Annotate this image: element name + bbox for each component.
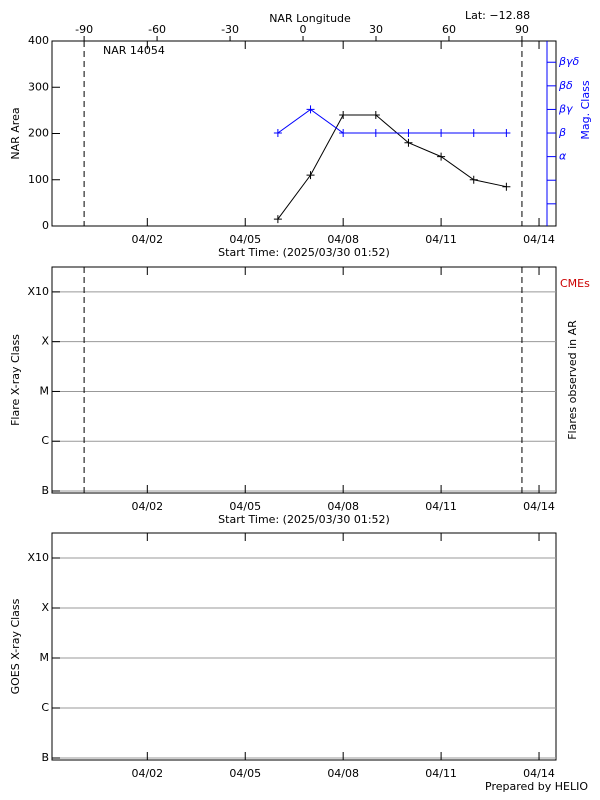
y-tick-label: C [41, 701, 49, 714]
point-marker [469, 129, 478, 138]
x-tick-label: 04/11 [425, 767, 457, 780]
x-axis-label: Start Time: (2025/03/30 01:52) [218, 246, 390, 259]
point-marker [273, 215, 282, 224]
x2-tick-label: 90 [515, 23, 529, 36]
x2-tick-label: -60 [148, 23, 166, 36]
y-tick-label: B [41, 484, 49, 497]
plot-frame [51, 532, 557, 761]
y-axis-label: NAR Area [9, 107, 22, 159]
x-tick-label: 04/11 [425, 233, 457, 246]
annotation: CMEs [560, 277, 590, 290]
point-marker [404, 129, 413, 138]
y-tick-label: M [40, 651, 50, 664]
y-tick-label: 400 [28, 34, 49, 47]
y2-tick-label: α [559, 150, 567, 163]
x-tick-label: 04/02 [131, 233, 163, 246]
x-tick-label: 04/14 [523, 500, 555, 513]
point-marker [371, 129, 380, 138]
x2-tick-label: 30 [369, 23, 383, 36]
latitude-label: Lat: −12.88 [465, 9, 530, 22]
x2-axis-label: NAR Longitude [269, 12, 351, 25]
y-tick-label: X10 [27, 285, 49, 298]
y2-tick-label: βδ [558, 79, 573, 92]
x-tick-label: 04/05 [229, 767, 261, 780]
x-tick-label: 04/02 [131, 500, 163, 513]
y-tick-label: 200 [28, 127, 49, 140]
y-tick-label: 300 [28, 80, 49, 93]
footer: Prepared by HELIO [485, 780, 588, 793]
y2-axis-label: Mag. Class [579, 80, 592, 139]
point-marker [371, 111, 380, 119]
series-line [277, 108, 507, 134]
point-marker [502, 129, 511, 138]
point-marker [404, 138, 413, 147]
x-tick-label: 04/02 [131, 767, 163, 780]
y-tick-label: M [40, 384, 50, 397]
point-marker [502, 182, 511, 191]
point-marker [273, 129, 282, 138]
y2-tick-label: βγδ [558, 55, 580, 68]
y-tick-label: X [41, 335, 49, 348]
x2-tick-label: 0 [300, 23, 307, 36]
x2-tick-label: 60 [442, 23, 456, 36]
x2-tick-label: -90 [75, 23, 93, 36]
y-tick-label: 100 [28, 173, 49, 186]
point-marker [306, 171, 315, 180]
series-line [277, 114, 507, 220]
x-tick-label: 04/08 [327, 767, 359, 780]
x-axis-label: Start Time: (2025/03/30 01:52) [218, 513, 390, 526]
point-marker [306, 105, 315, 114]
y2-tick-label: βγ [558, 102, 573, 115]
x-tick-label: 04/11 [425, 500, 457, 513]
x-tick-label: 04/05 [229, 233, 261, 246]
y-axis-label: Flare X-ray Class [9, 334, 22, 426]
y-tick-label: C [41, 434, 49, 447]
y2-tick-label: β [558, 126, 566, 139]
point-marker [339, 129, 348, 138]
y2-axis-label: Flares observed in AR [566, 320, 579, 440]
x-tick-label: 04/14 [523, 767, 555, 780]
y-tick-label: B [41, 751, 49, 764]
x-tick-label: 04/14 [523, 233, 555, 246]
x2-tick-label: -30 [221, 23, 239, 36]
y-tick-label: X10 [27, 551, 49, 564]
x-tick-label: 04/08 [327, 233, 359, 246]
y-tick-label: X [41, 601, 49, 614]
point-marker [437, 129, 446, 138]
plot-frame [51, 266, 557, 494]
x-tick-label: 04/05 [229, 500, 261, 513]
point-marker [339, 111, 348, 119]
point-marker [437, 152, 446, 161]
x-tick-label: 04/08 [327, 500, 359, 513]
y-tick-label: 0 [42, 219, 49, 232]
point-marker [469, 175, 478, 184]
panel-title: NAR 14054 [103, 44, 165, 57]
y-axis-label: GOES X-ray Class [9, 598, 22, 694]
